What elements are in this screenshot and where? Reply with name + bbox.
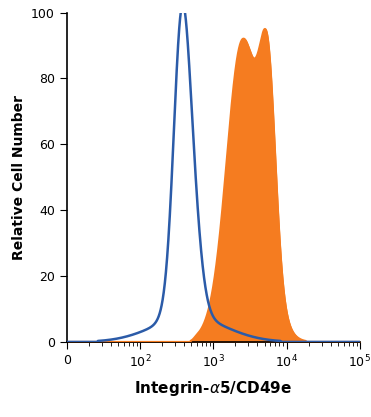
X-axis label: Integrin-$\alpha$5/CD49e: Integrin-$\alpha$5/CD49e xyxy=(134,379,292,398)
Y-axis label: Relative Cell Number: Relative Cell Number xyxy=(12,95,26,260)
